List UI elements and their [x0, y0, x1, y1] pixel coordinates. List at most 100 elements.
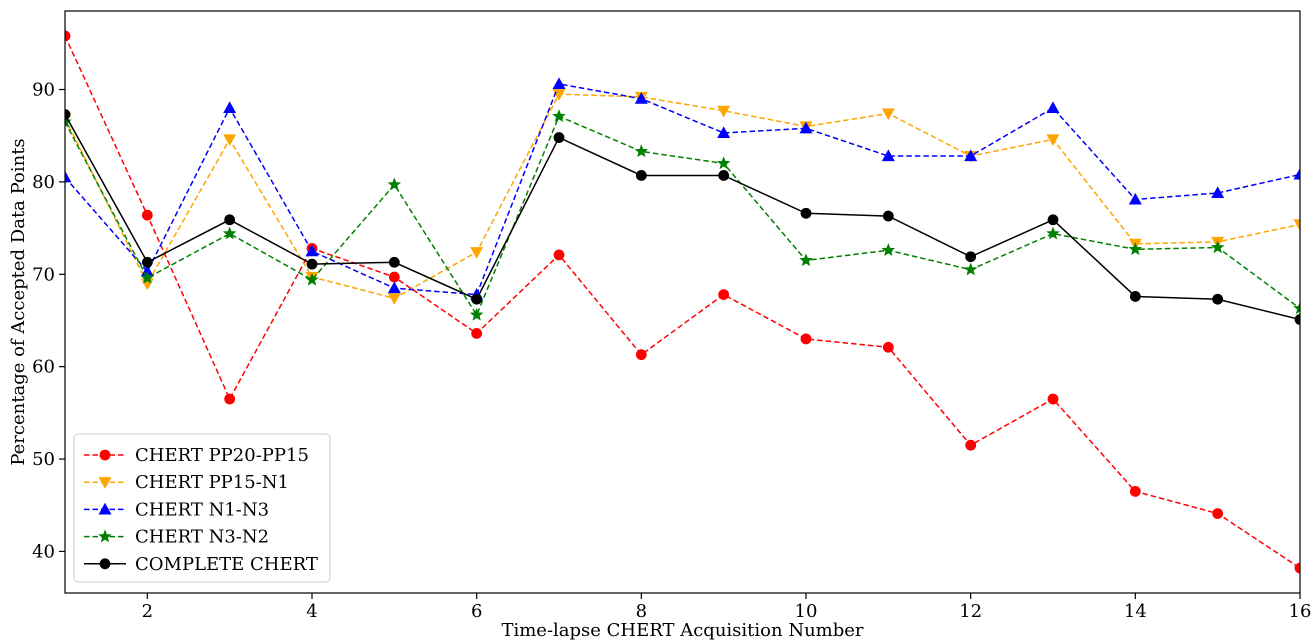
y-tick-label: 90 — [32, 80, 55, 101]
x-tick-label: 14 — [1124, 601, 1147, 622]
legend-box — [73, 433, 331, 583]
legend-item: CHERT PP15-N1 — [84, 472, 289, 493]
data-point — [141, 256, 153, 268]
x-tick-label: 10 — [795, 601, 818, 622]
series-5 — [65, 109, 1300, 325]
x-tick-label: 2 — [142, 601, 153, 622]
data-point — [471, 293, 483, 305]
legend-marker — [98, 529, 112, 543]
data-point — [553, 249, 565, 261]
plot-area-frame — [64, 10, 1301, 594]
data-point — [552, 77, 566, 90]
x-tick-label: 8 — [636, 601, 647, 622]
data-point — [388, 256, 400, 268]
data-point — [470, 247, 484, 259]
data-point — [141, 209, 153, 221]
data-point — [1294, 562, 1300, 574]
legend: CHERT PP20-PP15 CHERT PP15-N1 CHERT N1-N3 C… — [73, 433, 331, 583]
data-point — [223, 134, 237, 147]
data-point — [552, 109, 566, 123]
legend-label: CHERT N1-N3 — [135, 499, 269, 520]
legend-label: COMPLETE CHERT — [135, 554, 318, 575]
data-point — [799, 253, 813, 267]
data-point — [469, 307, 484, 321]
series-4 — [65, 109, 1300, 321]
data-point — [222, 226, 237, 240]
data-point — [881, 243, 896, 257]
data-point — [635, 349, 647, 361]
data-point — [1128, 242, 1143, 256]
y-axis-title: Percentage of Accepted Data Points — [8, 138, 29, 465]
data-point — [224, 393, 236, 405]
data-point — [1293, 301, 1300, 315]
data-point — [387, 177, 402, 191]
series-3 — [65, 77, 1300, 300]
y-tick-label: 70 — [32, 264, 55, 285]
data-point — [223, 101, 237, 114]
y-tick-label: 60 — [32, 357, 55, 378]
data-point — [65, 109, 71, 120]
data-point — [305, 272, 319, 286]
data-point — [800, 207, 812, 219]
legend-item: CHERT N1-N3 — [84, 499, 269, 520]
data-point — [799, 121, 813, 134]
data-point — [1047, 393, 1059, 405]
data-point — [965, 439, 977, 451]
data-point — [1210, 240, 1225, 254]
legend-item: CHERT PP20-PP15 — [84, 445, 309, 466]
legend-item: COMPLETE CHERT — [84, 554, 318, 575]
data-point — [387, 293, 401, 305]
series-line — [65, 93, 1300, 300]
data-point — [881, 149, 895, 162]
legend-marker — [99, 449, 111, 461]
data-point — [305, 244, 319, 257]
data-point — [1046, 101, 1060, 114]
series-layer — [65, 30, 1300, 574]
x-axis: 2 4 6 8 10 12 14 16 — [142, 593, 1311, 622]
data-point — [140, 270, 155, 284]
data-point — [471, 328, 483, 339]
series-line — [65, 114, 1300, 321]
data-point — [1212, 508, 1224, 519]
data-point — [387, 281, 401, 294]
x-axis-title: Time-lapse CHERT Acquisition Number — [501, 620, 863, 640]
data-point — [65, 30, 71, 42]
data-point — [717, 126, 731, 138]
legend-marker — [99, 558, 111, 570]
legend-label: CHERT PP15-N1 — [135, 472, 289, 493]
legend-marker — [98, 477, 112, 489]
series-1 — [65, 30, 1300, 574]
data-point — [718, 170, 730, 181]
legend-label: CHERT PP20-PP15 — [135, 445, 309, 466]
x-tick-label: 12 — [959, 601, 982, 622]
x-tick-label: 6 — [471, 601, 482, 622]
data-point — [718, 289, 730, 301]
data-point — [963, 262, 978, 276]
data-point — [965, 251, 977, 263]
data-point — [634, 92, 648, 104]
data-point — [1212, 293, 1224, 305]
data-point — [882, 341, 894, 353]
data-point — [635, 170, 647, 181]
data-point — [716, 156, 731, 170]
data-point — [1293, 167, 1300, 180]
series-2 — [65, 89, 1300, 305]
data-point — [1128, 192, 1142, 205]
y-axis: 40 50 60 70 80 90 — [32, 80, 65, 562]
data-point — [882, 210, 894, 222]
legend-marker — [98, 502, 112, 515]
data-point — [388, 271, 400, 283]
data-point — [1129, 291, 1141, 302]
legend-label: CHERT N3-N2 — [135, 527, 269, 548]
data-point — [306, 258, 318, 270]
x-tick-label: 4 — [306, 601, 317, 622]
series-line — [65, 115, 1300, 317]
data-point — [634, 144, 649, 158]
data-point — [881, 108, 895, 121]
y-tick-label: 50 — [32, 449, 55, 470]
data-point — [800, 333, 812, 345]
data-point — [224, 214, 236, 226]
series-line — [65, 83, 1300, 296]
y-tick-label: 80 — [32, 172, 55, 193]
